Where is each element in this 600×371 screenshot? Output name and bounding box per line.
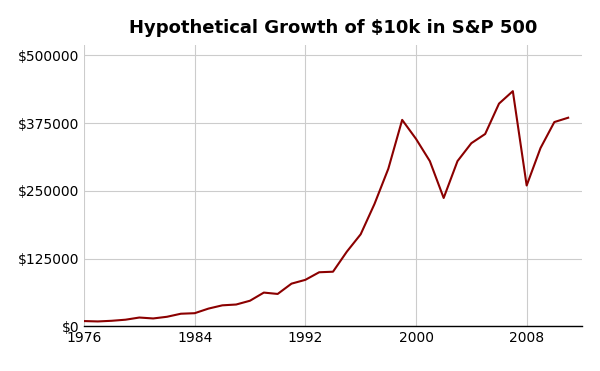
- Title: Hypothetical Growth of $10k in S&P 500: Hypothetical Growth of $10k in S&P 500: [129, 19, 537, 37]
